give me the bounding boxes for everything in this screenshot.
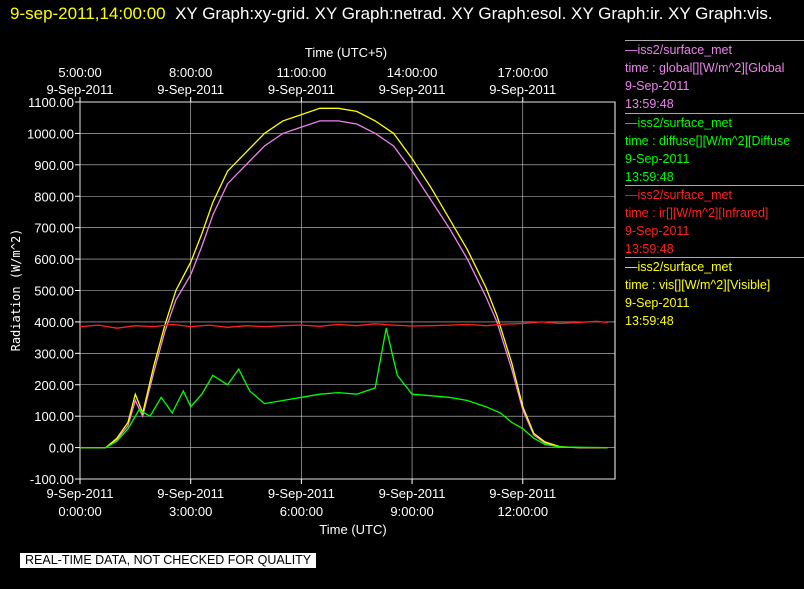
x-tick-date-label: 9-Sep-2011 — [379, 486, 446, 501]
x-top-tick-date-label: 9-Sep-2011 — [489, 82, 556, 97]
y-tick-label: 900.00 — [34, 158, 74, 173]
grid-lines — [79, 101, 615, 480]
series-line-ir — [80, 320, 608, 329]
x-tick-time-label: 0:00:00 — [58, 504, 101, 519]
x-tick-time-label: 6:00:00 — [280, 504, 323, 519]
legend-divider — [625, 185, 804, 186]
x-tick-time-label: 9:00:00 — [390, 504, 433, 519]
x-tick-time-label: 12:00:00 — [497, 504, 548, 519]
y-tick-label: 400.00 — [34, 315, 74, 330]
y-tick-label: 1100.00 — [28, 95, 74, 110]
series-group — [80, 107, 608, 449]
header-timestamp: 9-sep-2011,14:00:00 — [10, 4, 166, 23]
x-top-tick-date-label: 9-Sep-2011 — [47, 82, 114, 97]
x-tick-date-label: 9-Sep-2011 — [47, 486, 114, 501]
legend-time: 13:59:48 — [625, 170, 674, 184]
legend-source: —iss2/surface_met — [625, 260, 732, 274]
x-top-tick-time-label: 5:00:00 — [58, 65, 101, 80]
y-tick-label: 300.00 — [34, 346, 74, 361]
x-tick-date-label: 9-Sep-2011 — [489, 486, 556, 501]
legend-date: 9-Sep-2011 — [625, 79, 690, 93]
x-top-tick-time-label: 8:00:00 — [169, 65, 212, 80]
x-axis-bottom: 9-Sep-2011 0:00:00 9-Sep-2011 3:00:00 9-Sep-… — [47, 479, 556, 519]
quality-warning: REAL-TIME DATA, NOT CHECKED FOR QUALITY — [20, 553, 317, 568]
legend-source: —iss2/surface_met — [625, 43, 732, 57]
series-line-global — [80, 120, 608, 449]
legend-divider — [625, 40, 804, 41]
y-tick-label: 700.00 — [34, 221, 74, 236]
legend-time: 13:59:48 — [625, 97, 674, 111]
legend-date: 9-Sep-2011 — [625, 224, 690, 238]
legend-time: 13:59:48 — [625, 242, 674, 256]
legend-source: —iss2/surface_met — [625, 116, 732, 130]
y-tick-label: 0.00 — [49, 441, 74, 456]
legend-time: 13:59:48 — [625, 314, 674, 328]
x-axis-top-label: Time (UTC+5) — [305, 45, 387, 60]
x-tick-time-label: 3:00:00 — [169, 504, 212, 519]
x-axis-top: 5:00:00 9-Sep-2011 8:00:00 9-Sep-2011 11:00:… — [47, 65, 556, 102]
y-axis: -100.00 0.00 100.00 200.00 300.00 400.00 500.0… — [27, 95, 80, 487]
legend-var: time : vis[][W/m^2][Visible] — [625, 278, 771, 292]
header-title: 9-sep-2011,14:00:00 XY Graph:xy-grid. XY… — [10, 2, 800, 26]
y-tick-label: -100.00 — [30, 472, 74, 487]
y-axis-label: Radiation (W/m^2) — [9, 229, 23, 352]
legend-divider — [625, 257, 804, 258]
y-tick-label: 1000.00 — [27, 126, 74, 141]
legend-var: time : ir[][W/m^2][Infrared] — [625, 206, 769, 220]
x-axis-label: Time (UTC) — [319, 522, 386, 537]
header-graph-list: XY Graph:xy-grid. XY Graph:netrad. XY Gr… — [175, 4, 773, 23]
x-top-tick-date-label: 9-Sep-2011 — [268, 82, 335, 97]
legend-divider — [625, 113, 804, 114]
legend-date: 9-Sep-2011 — [625, 296, 690, 310]
y-tick-label: 500.00 — [34, 284, 74, 299]
y-tick-label: 100.00 — [34, 409, 74, 424]
y-tick-label: 800.00 — [34, 189, 74, 204]
x-top-tick-date-label: 9-Sep-2011 — [379, 82, 446, 97]
x-top-tick-time-label: 14:00:00 — [387, 65, 438, 80]
series-line-diffuse — [80, 328, 608, 449]
legend-date: 9-Sep-2011 — [625, 152, 690, 166]
y-tick-label: 200.00 — [34, 378, 74, 393]
series-line-vis — [80, 107, 608, 449]
x-tick-date-label: 9-Sep-2011 — [157, 486, 224, 501]
legend-var: time : global[][W/m^2][Global — [625, 61, 785, 75]
y-tick-label: 600.00 — [34, 252, 74, 267]
legend-var: time : diffuse[][W/m^2][Diffuse — [625, 134, 791, 148]
x-top-tick-time-label: 11:00:00 — [277, 65, 327, 80]
x-tick-date-label: 9-Sep-2011 — [268, 486, 335, 501]
legend-source: —iss2/surface_met — [625, 188, 732, 202]
x-top-tick-date-label: 9-Sep-2011 — [157, 82, 224, 97]
x-top-tick-time-label: 17:00:00 — [497, 65, 548, 80]
